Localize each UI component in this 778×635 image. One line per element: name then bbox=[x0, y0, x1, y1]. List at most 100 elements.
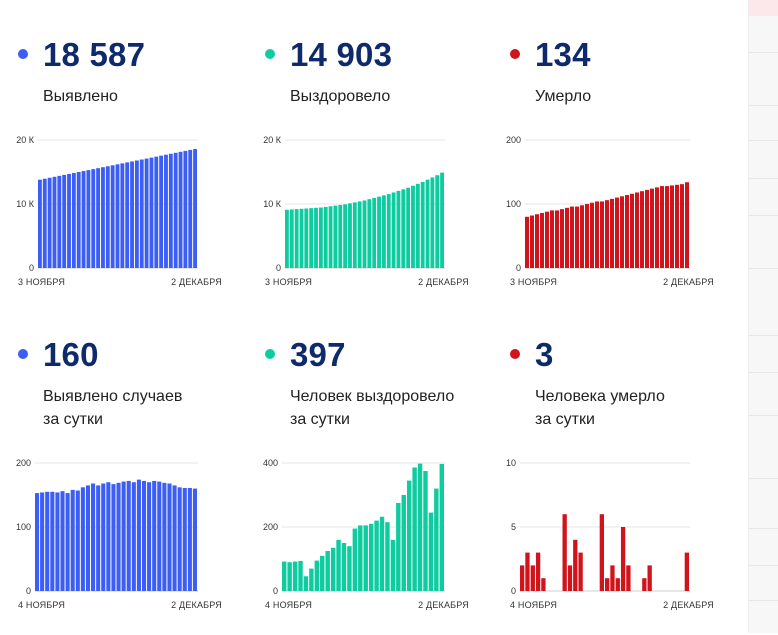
bar bbox=[91, 169, 96, 268]
chart-svg: 0 100 200 3 НОЯБРЯ 2 ДЕКАБРЯ bbox=[506, 135, 714, 287]
y-tick-label: 0 bbox=[276, 263, 281, 273]
x-end-label: 2 ДЕКАБРЯ bbox=[171, 600, 222, 610]
y-tick-label: 0 bbox=[511, 586, 516, 596]
legend-dot bbox=[18, 349, 28, 359]
strip-divider bbox=[749, 52, 778, 53]
bar bbox=[406, 480, 412, 591]
bar bbox=[287, 562, 292, 591]
bar bbox=[183, 150, 188, 268]
stat-value: 14 903 bbox=[290, 36, 393, 73]
y-tick-label: 0 bbox=[273, 586, 278, 596]
bar bbox=[640, 191, 644, 268]
bar bbox=[406, 187, 411, 268]
bar bbox=[440, 172, 444, 268]
bar bbox=[428, 512, 434, 591]
bar bbox=[530, 215, 534, 268]
chart-svg: 0 100 200 4 НОЯБРЯ 2 ДЕКАБРЯ bbox=[16, 458, 222, 610]
bar bbox=[336, 539, 341, 591]
stat-panel: 3 Человека умерло за сутки 0 5 10 4 НОЯБРЯ 2 ДЕ… bbox=[506, 335, 750, 635]
bar bbox=[540, 212, 544, 268]
bar bbox=[535, 214, 539, 268]
bar bbox=[149, 157, 154, 268]
bar bbox=[147, 482, 152, 591]
stat-panel: 14 903 Выздоровело 0 10 К 20 К 3 НОЯБРЯ 2 ДЕКА… bbox=[263, 35, 505, 335]
bar bbox=[188, 149, 193, 268]
bar bbox=[411, 185, 415, 268]
bar bbox=[362, 200, 367, 268]
stat-label: Человека умерло за сутки bbox=[535, 385, 665, 431]
x-end-label: 2 ДЕКАБРЯ bbox=[418, 600, 469, 610]
bar bbox=[358, 525, 363, 591]
bar bbox=[439, 463, 444, 591]
bar bbox=[330, 547, 336, 591]
bar bbox=[309, 208, 314, 268]
bar bbox=[193, 149, 197, 268]
bar bbox=[177, 487, 182, 591]
bar bbox=[620, 196, 624, 268]
stat-value: 134 bbox=[535, 36, 591, 73]
legend-dot bbox=[510, 49, 520, 59]
stat-value: 3 bbox=[535, 336, 554, 373]
bar bbox=[86, 170, 91, 268]
stat-label-line: Выздоровело bbox=[290, 88, 391, 105]
bar bbox=[91, 483, 96, 591]
bar bbox=[386, 194, 391, 268]
bar bbox=[168, 153, 173, 268]
bar bbox=[645, 189, 649, 268]
bar bbox=[35, 493, 40, 591]
y-tick-label: 20 К bbox=[16, 135, 35, 145]
stat-label-line: за сутки bbox=[43, 411, 103, 428]
bar bbox=[116, 482, 121, 591]
bar bbox=[131, 482, 136, 591]
bar bbox=[294, 209, 299, 268]
bar bbox=[642, 578, 647, 591]
y-tick-label: 200 bbox=[16, 458, 31, 468]
bar bbox=[352, 202, 357, 268]
x-start-label: 4 НОЯБРЯ bbox=[510, 600, 557, 610]
bar bbox=[110, 165, 115, 268]
bar bbox=[396, 190, 401, 268]
bar bbox=[347, 546, 352, 591]
strip-divider bbox=[749, 178, 778, 179]
bar bbox=[530, 565, 535, 591]
y-tick-label: 400 bbox=[263, 458, 278, 468]
bar bbox=[680, 184, 684, 268]
bar bbox=[285, 209, 289, 268]
bar bbox=[52, 176, 57, 268]
y-tick-label: 5 bbox=[511, 522, 516, 532]
stat-panel: 397 Человек выздоровело за сутки 0 200 400 4 Н… bbox=[263, 335, 505, 635]
bar bbox=[106, 482, 111, 591]
stat-label-line: Человека умерло bbox=[535, 388, 665, 405]
bar bbox=[573, 539, 578, 591]
y-tick-label: 10 К bbox=[16, 199, 35, 209]
bar bbox=[152, 480, 157, 591]
bar bbox=[565, 207, 569, 268]
bar bbox=[401, 189, 406, 268]
bar bbox=[314, 560, 320, 591]
bar bbox=[328, 206, 333, 268]
bar bbox=[62, 174, 67, 268]
stat-panel: 160 Выявлено случаев за сутки 0 100 200 4 НОЯБ… bbox=[16, 335, 258, 635]
bar bbox=[96, 485, 101, 591]
bar bbox=[385, 522, 390, 591]
bar bbox=[154, 156, 159, 268]
x-start-label: 4 НОЯБРЯ bbox=[18, 600, 65, 610]
bar bbox=[415, 183, 420, 268]
bar bbox=[562, 514, 567, 591]
bar bbox=[111, 484, 116, 591]
bar bbox=[65, 493, 70, 591]
strip-divider bbox=[749, 415, 778, 416]
bar bbox=[40, 492, 45, 591]
bar bbox=[655, 187, 659, 268]
bar bbox=[164, 154, 168, 268]
bar bbox=[159, 155, 164, 268]
bar bbox=[282, 561, 287, 591]
bar bbox=[187, 487, 192, 591]
bar bbox=[299, 208, 304, 268]
strip-divider bbox=[749, 528, 778, 529]
bar bbox=[525, 552, 530, 591]
bar bbox=[423, 471, 428, 591]
bar bbox=[67, 173, 71, 268]
bar bbox=[45, 491, 50, 591]
bar bbox=[75, 490, 80, 591]
